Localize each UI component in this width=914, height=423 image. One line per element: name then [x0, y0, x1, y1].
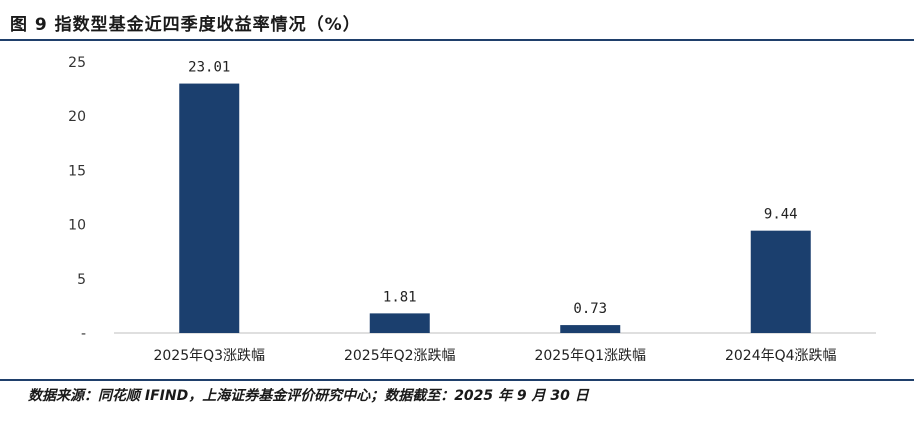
- x-category-label: 2025年Q2涨跌幅: [344, 348, 456, 364]
- chart-area: 25 20 15 10 5- 23.01 1.81 0.73 9.44 2025年Q3涨跌幅 2…: [0, 41, 914, 376]
- y-axis-ticks: 25 20 15 10 5 -: [68, 55, 86, 342]
- y-tick-label: 25: [68, 55, 86, 71]
- title-rule: [0, 39, 914, 41]
- bar: [560, 325, 621, 333]
- figure-title: 图 9 指数型基金近四季度收益率情况（%）: [10, 15, 361, 35]
- y-tick-label: 20: [68, 109, 86, 125]
- source-note: 数据来源：同花顺 IFIND，上海证券基金评价研究中心；数据截至：2025 年 …: [28, 388, 589, 404]
- bar: [369, 313, 430, 333]
- bar-value-label: 23.01: [188, 60, 230, 76]
- y-tick-label: 15: [68, 163, 86, 179]
- bar: [750, 230, 811, 333]
- bar-value-labels: 23.01 1.81 0.73 9.44: [188, 60, 797, 318]
- x-category-label: 2025年Q1涨跌幅: [534, 348, 646, 364]
- x-axis-category-labels: 2025年Q3涨跌幅 2025年Q2涨跌幅 2025年Q1涨跌幅 2024年Q4涨跌幅: [153, 348, 836, 364]
- x-category-label: 2025年Q3涨跌幅: [153, 348, 265, 364]
- footer-rule: [0, 379, 914, 381]
- y-tick-label: -: [81, 326, 86, 342]
- figure-header: 图 9 指数型基金近四季度收益率情况（%）: [0, 0, 914, 41]
- y-tick-label: 5: [77, 272, 86, 288]
- bar-series: [179, 83, 811, 333]
- y-tick-label: 10: [68, 218, 86, 234]
- bar: [179, 83, 240, 333]
- x-category-label: 2024年Q4涨跌幅: [725, 348, 837, 364]
- bar-value-label: 0.73: [573, 301, 607, 317]
- bar-value-label: 9.44: [764, 207, 798, 223]
- bar-value-label: 1.81: [383, 289, 417, 305]
